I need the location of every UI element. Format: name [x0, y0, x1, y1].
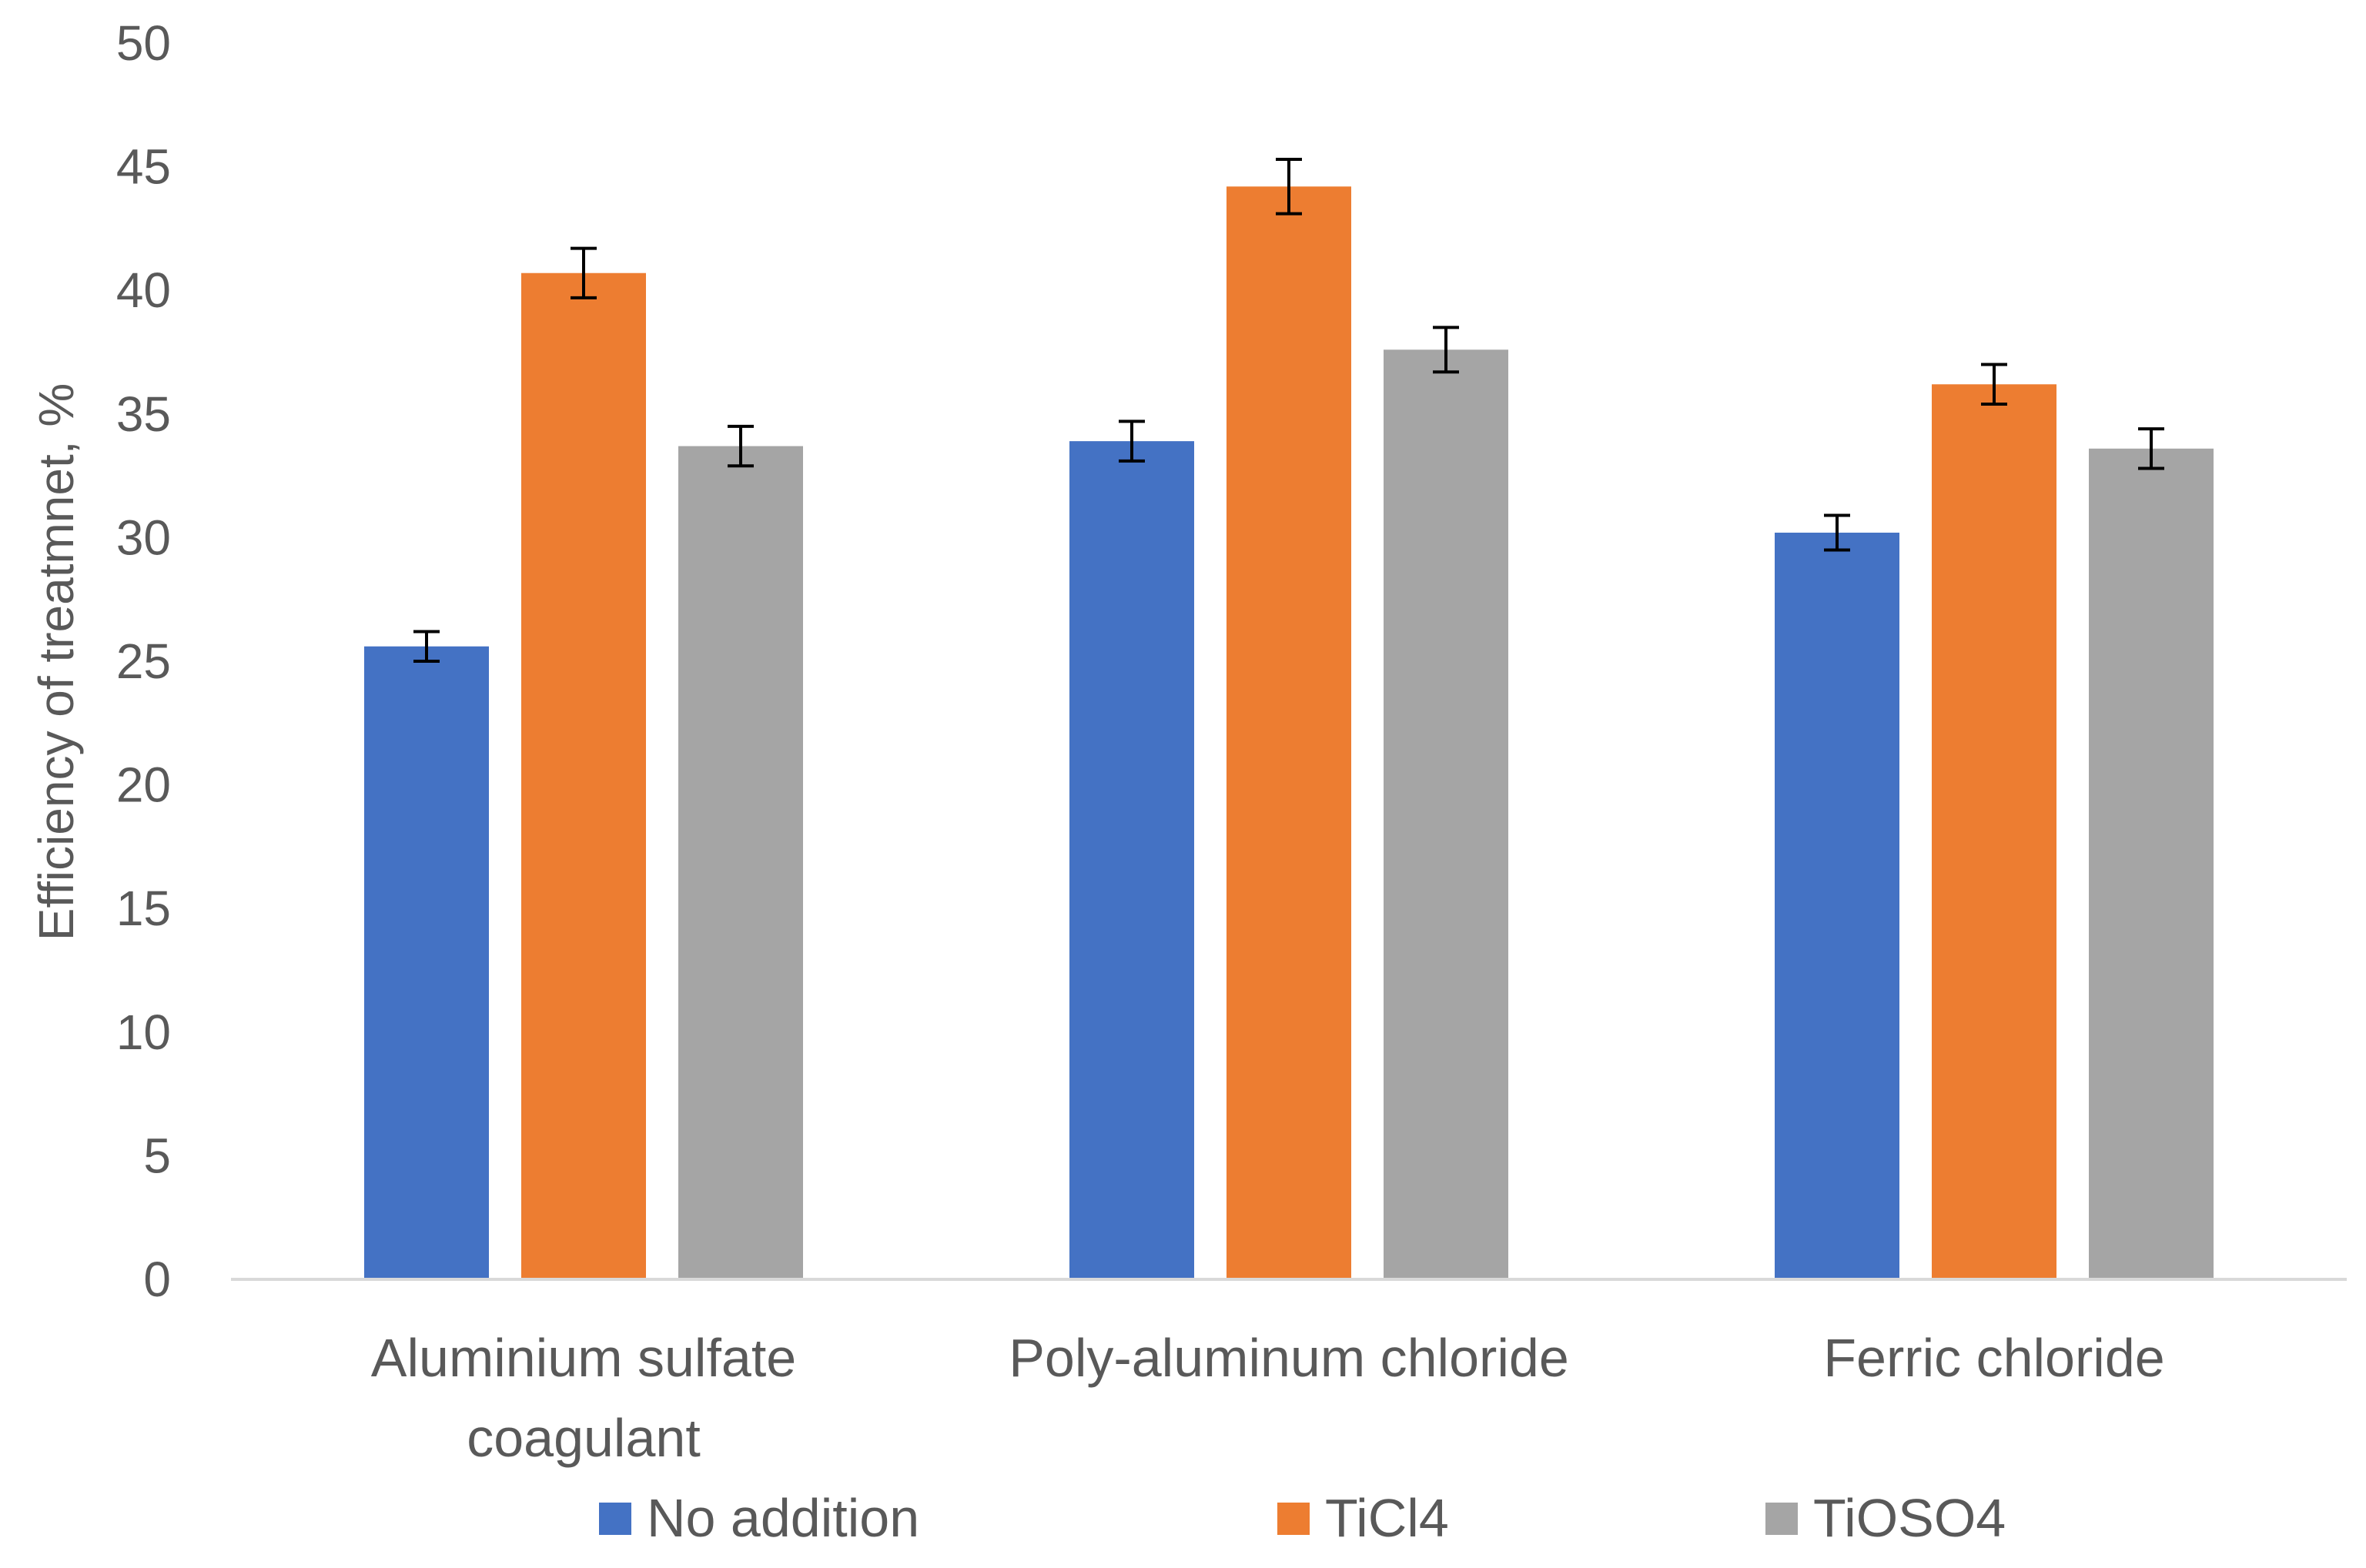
error-bar — [1433, 326, 1459, 374]
y-tick-label: 5 — [143, 1128, 171, 1183]
y-tick-label: 35 — [116, 386, 171, 442]
y-axis-title: Efficiency of treatmnet, % — [28, 383, 84, 941]
legend-swatch — [1765, 1503, 1798, 1535]
y-tick-label: 20 — [116, 757, 171, 813]
bar-tioso4-1 — [678, 446, 803, 1279]
legend: No addition TiCl4 TiOSO4 — [599, 1488, 2006, 1548]
legend-label: No addition — [647, 1488, 919, 1548]
bar-tioso4-2 — [1384, 349, 1508, 1280]
y-tick-label: 0 — [143, 1252, 171, 1307]
x-category-label: Poly-aluminum chloride — [1009, 1328, 1569, 1388]
legend-swatch — [1277, 1503, 1310, 1535]
error-bars — [413, 157, 2164, 663]
bars — [364, 186, 2214, 1280]
x-category-label-line: Poly-aluminum chloride — [1009, 1328, 1569, 1388]
legend-item: TiCl4 — [1277, 1488, 1449, 1548]
bar-ticl4-2 — [1227, 186, 1351, 1279]
bar-no-addition-3 — [1775, 532, 1899, 1279]
error-bar — [1824, 513, 1850, 552]
error-bar — [571, 246, 597, 299]
bar-no-addition-1 — [364, 646, 489, 1279]
y-tick-label: 30 — [116, 510, 171, 565]
legend-item: No addition — [599, 1488, 919, 1548]
bar-no-addition-2 — [1069, 441, 1194, 1279]
error-bar — [1981, 363, 2007, 406]
legend-swatch — [599, 1503, 631, 1535]
x-category-label: Aluminium sulfate coagulant — [371, 1328, 796, 1468]
error-bar — [728, 424, 754, 468]
x-category-label-line: coagulant — [467, 1408, 701, 1468]
y-tick-label: 50 — [116, 15, 171, 71]
legend-label: TiOSO4 — [1813, 1488, 2006, 1548]
legend-label: TiCl4 — [1325, 1488, 1449, 1548]
x-axis-category-labels: Aluminium sulfate coagulant Poly-aluminum … — [371, 1328, 2165, 1468]
bar-ticl4-1 — [521, 272, 646, 1279]
error-bar — [413, 630, 440, 663]
y-tick-label: 10 — [116, 1005, 171, 1060]
error-bar — [1119, 420, 1145, 463]
y-tick-label: 40 — [116, 262, 171, 318]
y-axis-ticks: 0 5 10 15 20 25 30 35 40 45 50 — [116, 15, 171, 1307]
y-tick-label: 25 — [116, 634, 171, 689]
error-bar — [2138, 427, 2164, 470]
x-category-label-line: Aluminium sulfate — [371, 1328, 796, 1388]
bar-tioso4-3 — [2089, 448, 2214, 1279]
y-tick-label: 15 — [116, 881, 171, 936]
x-category-label: Ferric chloride — [1823, 1328, 2164, 1388]
x-category-label-line: Ferric chloride — [1823, 1328, 2164, 1388]
error-bar — [1276, 157, 1302, 216]
y-tick-label: 45 — [116, 139, 171, 195]
bar-ticl4-3 — [1932, 384, 2056, 1280]
legend-item: TiOSO4 — [1765, 1488, 2006, 1548]
